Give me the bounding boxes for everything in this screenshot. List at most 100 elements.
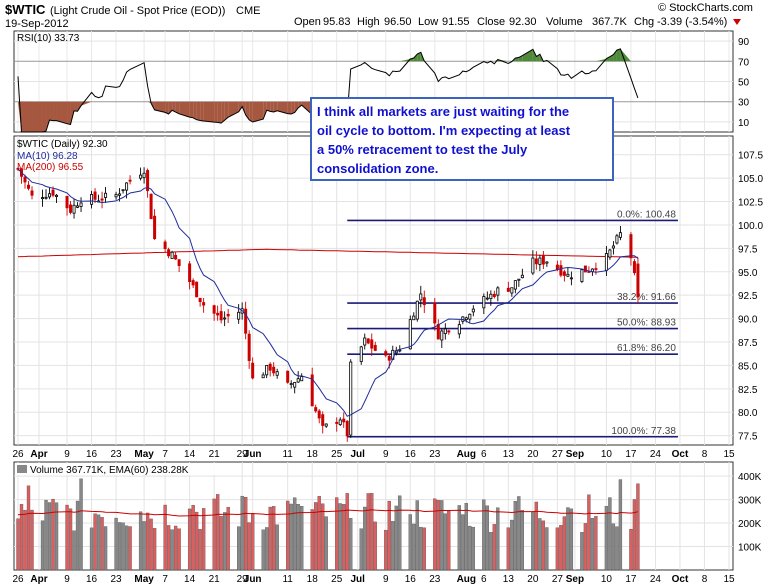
symbol: $WTIC [5,2,46,17]
volume-bar [79,478,83,571]
rsi-tick-label: 30 [738,98,750,109]
volume-bar [240,495,244,571]
volume-bar [338,503,342,571]
x-tick-label: May [134,449,154,460]
x-tick-label: 20 [527,574,539,585]
candle-body [604,253,608,271]
close-value: 92.30 [509,16,537,28]
candles [16,167,640,442]
open-value: 95.83 [323,16,351,28]
volume-bar [310,509,314,571]
volume-bar [247,522,251,571]
volume-bar [194,511,199,571]
volume-tick-label: 200K [738,519,762,530]
rsi-overbought-fill [606,56,610,62]
x-tick-label: 16 [86,574,98,585]
candle-body [275,371,279,376]
fibonacci-lines: 0.0%: 100.48 38.2%: 91.66 50.0%: 88.93 61.8… [347,209,678,438]
rsi-oversold-fill [25,101,29,132]
volume-bar [215,494,220,571]
volume-bar [520,510,525,571]
volume-bar [100,517,104,571]
fib-level-label: 100.0%: 77.38 [611,426,676,437]
rsi-tick-label: 10 [738,118,750,129]
volume-bar [618,479,623,571]
volume-bar [170,529,174,571]
volume-label: Volume [546,16,583,28]
volume-bar [513,501,517,571]
volume-bar [219,516,223,571]
volume-bar [212,498,216,571]
price-legend: $WTIC (Daily) 92.30 [17,139,108,150]
volume-bar [608,497,612,571]
x-tick-label: 26 [12,449,24,460]
candle-body [177,259,181,267]
volume-tick-label: 300K [738,496,762,507]
price-tick-label: 95.0 [738,268,758,279]
price-tick-label: 85.0 [738,361,758,372]
rsi-oversold-fill [28,101,33,132]
volume-bar [321,503,325,571]
candle-body [384,351,388,356]
rsi-oversold-fill [277,101,288,114]
price-grid [14,136,733,445]
candle-body [293,382,297,388]
volume-bar [335,497,339,571]
candle-body [468,313,472,320]
rsi-oversold-fill [238,101,243,112]
x-tick-label: 24 [650,574,662,585]
volume-bar [163,504,167,571]
rsi-overbought-fill [532,49,537,62]
volume-bar [222,512,227,571]
volume-bar [72,530,76,571]
volume-bar [457,505,461,571]
candle-body [562,271,566,276]
volume-bar [562,516,567,571]
volume-bar [19,504,24,571]
volume-bar [96,514,101,571]
rsi-oversold-fill [21,101,26,132]
low-value: 91.55 [442,16,470,28]
volume-legend: Volume 367.71K, EMA(60) 238.28K [30,465,189,476]
volume-bar [117,522,122,571]
volume-bar [366,493,370,571]
candle-body [457,324,461,335]
volume-bar [187,508,192,571]
candle-body [611,245,615,249]
volume-bar [23,509,27,571]
volume-bar [317,496,321,571]
volume-bar [384,529,388,571]
date-label: 19-Sep-2012 [5,18,69,30]
candle-body [583,265,587,273]
volume-bar [496,507,500,571]
candle-body [198,297,202,303]
volume-bar [286,500,290,571]
x-tick-label: 24 [650,449,662,460]
volume-bar [583,523,588,571]
rsi-overbought-fill [522,49,533,62]
rsi-legend: RSI(10) 33.73 [17,33,80,44]
annotation-line: consolidation zone. [317,161,438,176]
candle-body [261,374,265,379]
volume-bar [482,499,486,571]
candle-body [268,363,272,371]
candle-body [534,258,538,265]
volume-bar [604,506,609,571]
volume-bar [177,528,181,571]
x-tick-label: Jul [351,449,366,460]
x-tick-label: 27 [552,574,564,585]
volume-bar [506,527,510,571]
rsi-overbought-fill [595,58,607,62]
candle-body [167,249,171,257]
candle-body [51,189,55,196]
volume-bar [419,526,423,571]
price-tick-label: 87.5 [738,338,758,349]
rsi-oversold-fill [175,101,180,114]
volume-bar [461,514,465,571]
x-tick-label: 8 [702,449,708,460]
candle-body [174,254,178,260]
x-tick-label: 6 [481,574,487,585]
volume-bar [342,504,346,571]
exchange: CME [236,5,260,17]
